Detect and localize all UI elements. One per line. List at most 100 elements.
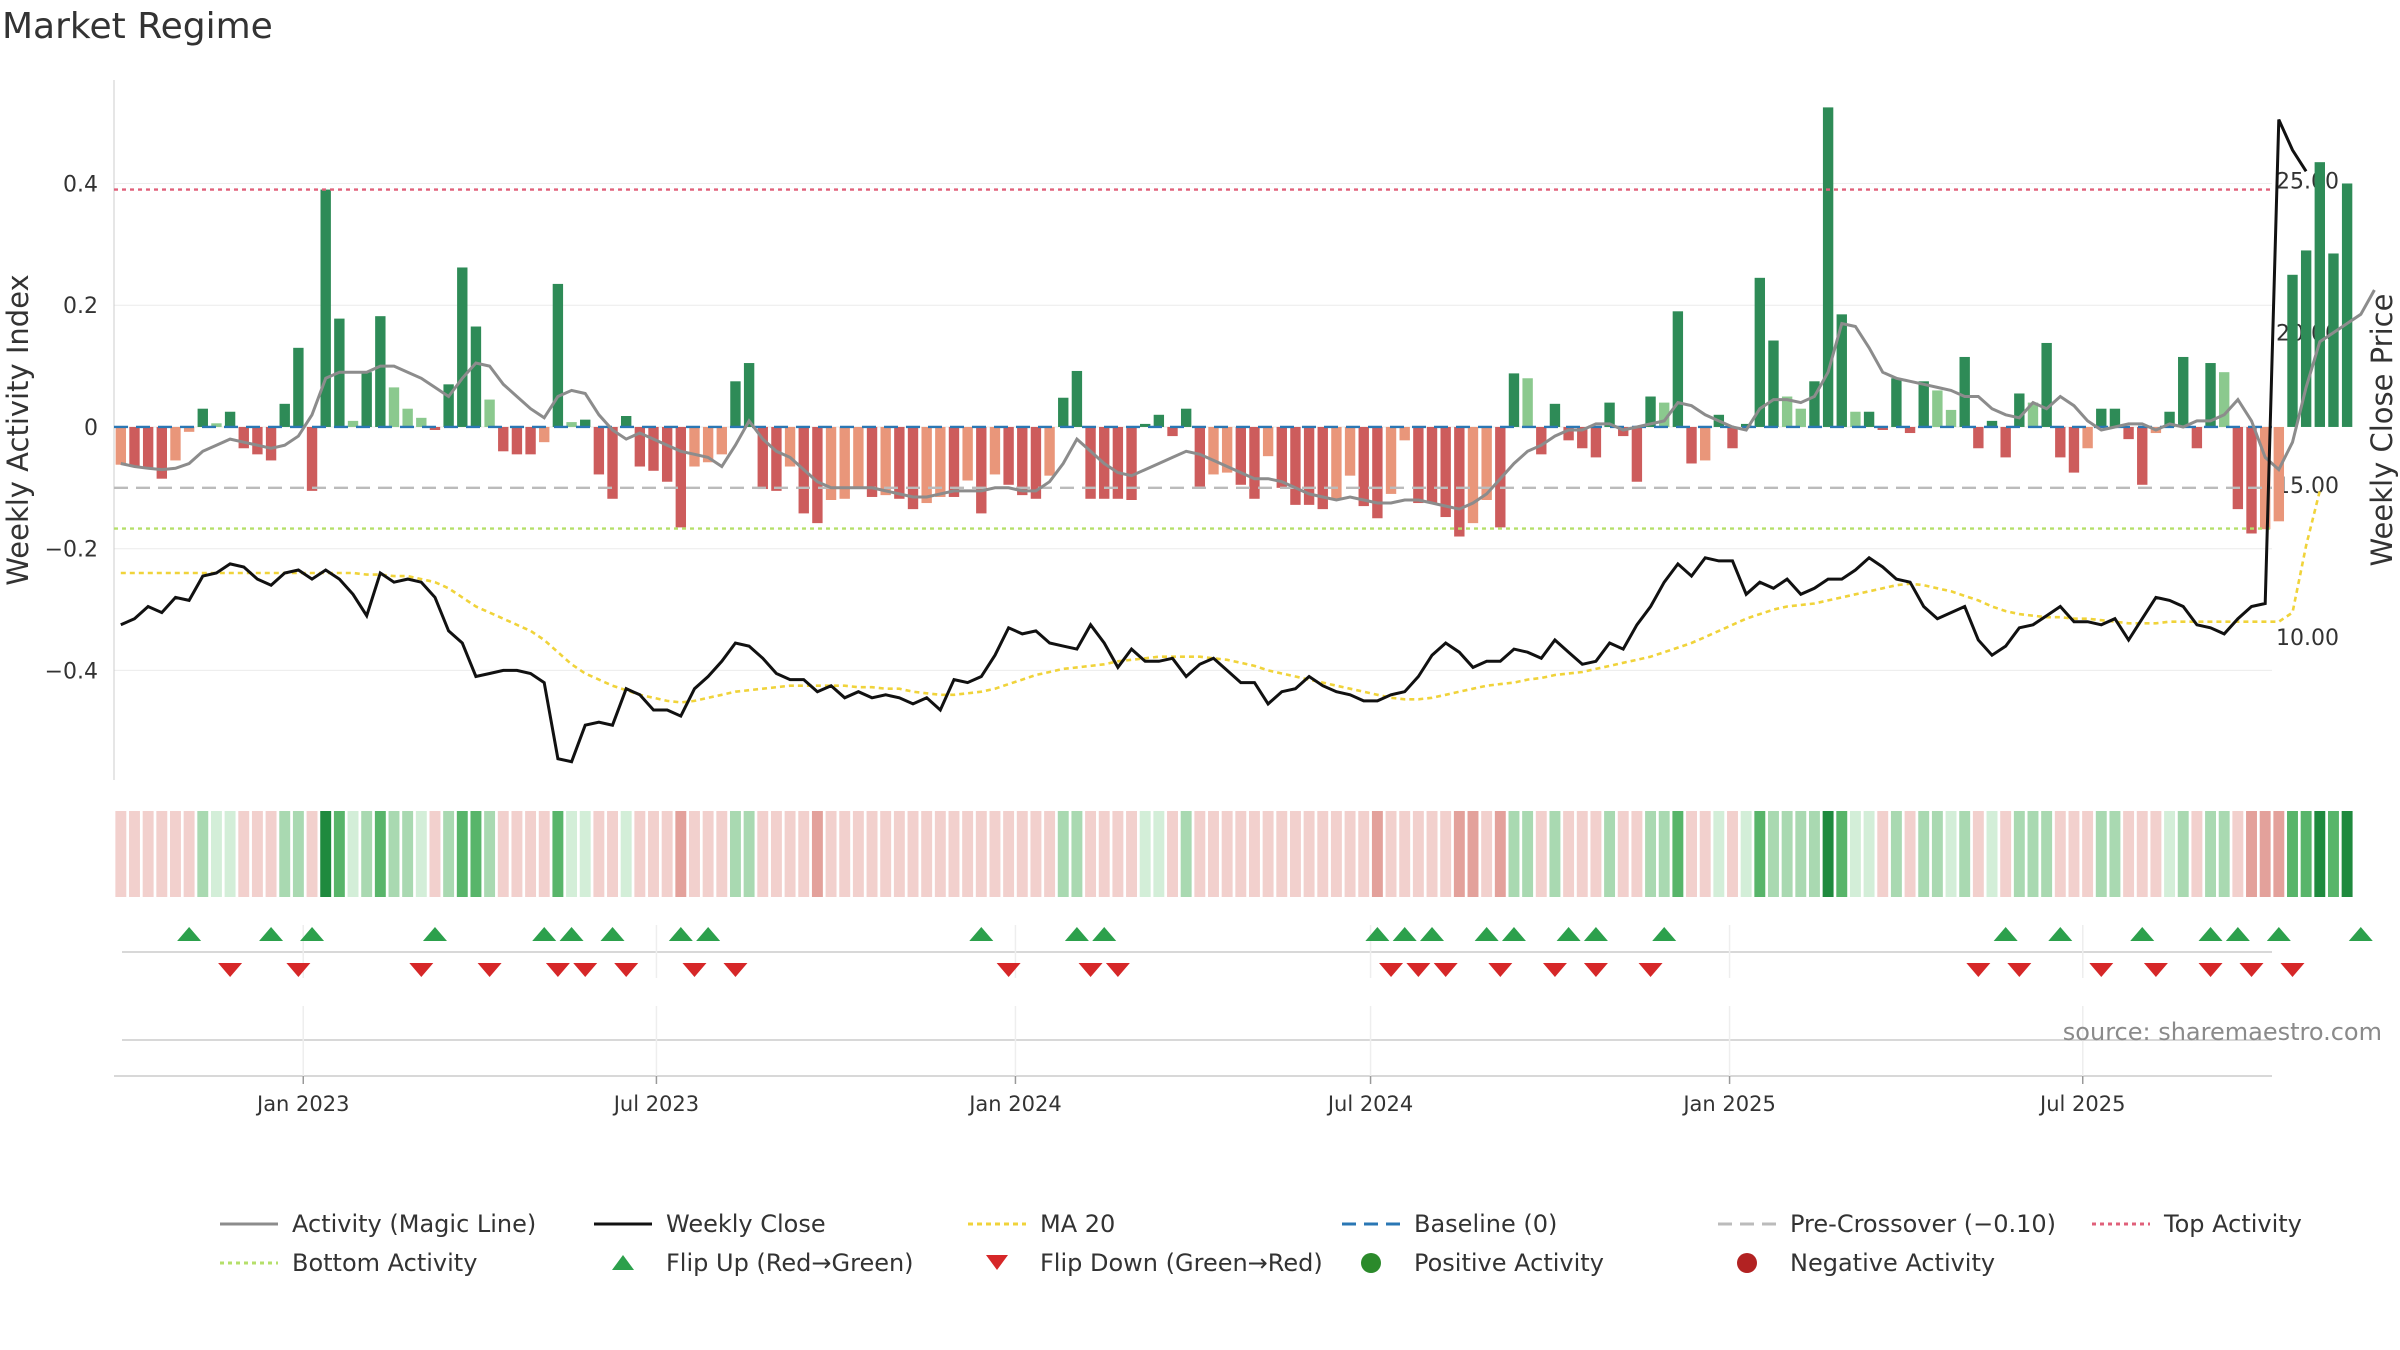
regime-cell	[333, 811, 345, 897]
activity-bar	[1385, 426, 1397, 494]
activity-bar	[675, 426, 687, 528]
activity-bar	[1290, 426, 1301, 505]
activity-bar	[1877, 426, 1888, 430]
flip-up-marker	[2266, 927, 2291, 941]
regime-cell	[1658, 811, 1670, 897]
activity-bar	[839, 426, 850, 499]
regime-cell	[129, 811, 140, 897]
regime-cell	[142, 811, 154, 897]
regime-cell	[716, 811, 728, 897]
regime-cell	[975, 811, 987, 897]
legend-label: Negative Activity	[1790, 1249, 1995, 1277]
activity-bar	[566, 422, 577, 427]
flip-down-marker	[2280, 963, 2305, 977]
activity-bar	[197, 408, 208, 427]
y-tick-label: 0.2	[63, 294, 98, 319]
regime-cell	[2164, 811, 2176, 897]
regime-cell	[934, 811, 946, 897]
activity-bar	[1768, 340, 1779, 427]
activity-bar	[279, 403, 290, 427]
regime-cell	[1399, 811, 1411, 897]
activity-bar	[2096, 408, 2107, 427]
regime-cell	[183, 811, 195, 897]
flip-up-marker	[559, 927, 584, 941]
flip-up-marker	[532, 927, 557, 941]
regime-cell	[675, 811, 687, 897]
regime-cell	[1686, 811, 1697, 897]
regime-cell	[538, 811, 550, 897]
y2-tick-label: 25.00	[2276, 169, 2339, 194]
activity-bar	[1180, 408, 1192, 427]
activity-bar	[2341, 183, 2353, 427]
regime-cell	[1235, 811, 1247, 897]
flip-down-marker	[1379, 963, 1404, 977]
regime-cell	[1563, 811, 1575, 897]
source-note: source: sharemaestro.com	[2063, 1018, 2382, 1046]
regime-cell	[156, 811, 168, 897]
regime-cell	[1453, 811, 1465, 897]
regime-cell	[1713, 811, 1725, 897]
magic-line	[120, 289, 2376, 511]
regime-cell	[661, 811, 673, 897]
regime-cell	[989, 811, 1001, 897]
regime-cell	[2259, 811, 2271, 897]
flip-up-marker	[300, 927, 325, 941]
regime-cell	[1371, 811, 1383, 897]
regime-cell	[470, 811, 482, 897]
activity-bar	[170, 426, 181, 461]
activity-bar	[1017, 426, 1028, 496]
flip-down-marker	[2239, 963, 2264, 977]
flip-up-marker	[1556, 927, 1581, 941]
activity-bar	[2246, 426, 2257, 534]
activity-bar	[716, 426, 727, 455]
activity-bar	[2191, 426, 2203, 449]
activity-bar	[429, 426, 441, 430]
flip-down-marker	[996, 963, 1021, 977]
x-tick-label: Jan 2023	[255, 1092, 350, 1116]
activity-bar	[1699, 426, 1711, 461]
activity-bar	[853, 426, 864, 487]
regime-cell	[1740, 811, 1752, 897]
regime-cell	[484, 811, 496, 897]
regime-cell	[1467, 811, 1479, 897]
activity-bar	[1536, 426, 1547, 455]
activity-bar	[1372, 426, 1383, 519]
regime-cell	[1426, 811, 1438, 897]
activity-bar	[2287, 274, 2298, 427]
legend-label: Pre-Crossover (−0.10)	[1790, 1210, 2056, 1238]
activity-bar	[1945, 409, 1957, 427]
regime-cell	[1904, 811, 1916, 897]
activity-bar	[1126, 426, 1137, 500]
flip-down-marker	[286, 963, 311, 977]
legend-label: Baseline (0)	[1414, 1210, 1557, 1238]
regime-cell	[1044, 811, 1056, 897]
regime-cell	[1863, 811, 1875, 897]
regime-cell	[634, 811, 646, 897]
flip-down-marker	[682, 963, 707, 977]
regime-cell	[2327, 811, 2339, 897]
flip-up-marker	[2048, 927, 2073, 941]
activity-bar	[1836, 314, 1847, 427]
legend-dot-icon	[1361, 1253, 1381, 1273]
regime-cell	[292, 811, 304, 897]
activity-bar	[1085, 426, 1096, 499]
legend-label: Activity (Magic Line)	[292, 1210, 536, 1238]
flip-down-marker	[1966, 963, 1991, 977]
activity-bar	[265, 426, 277, 461]
activity-bar	[498, 426, 509, 452]
activity-bar	[402, 408, 413, 427]
activity-bar	[1822, 107, 1834, 427]
activity-bar	[361, 372, 372, 427]
activity-bar	[183, 426, 195, 432]
activity-bar	[648, 426, 659, 471]
activity-bar	[2314, 162, 2325, 427]
activity-bar	[2041, 342, 2052, 427]
chart-title: Market Regime	[2, 6, 273, 47]
flip-up-marker	[2198, 927, 2223, 941]
flip-up-marker	[1652, 927, 1677, 941]
regime-cell	[907, 811, 919, 897]
legend-flip-down-icon	[986, 1255, 1008, 1270]
regime-cell	[2177, 811, 2189, 897]
activity-bar	[935, 426, 946, 497]
x-tick-label: Jul 2023	[612, 1092, 699, 1116]
